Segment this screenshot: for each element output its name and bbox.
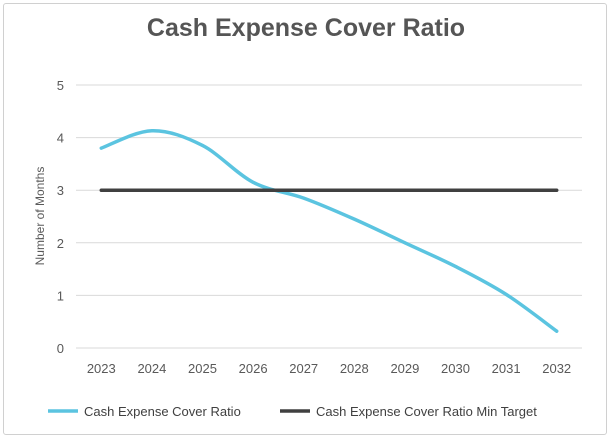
y-tick-label: 1 bbox=[57, 288, 64, 303]
chart-frame bbox=[3, 3, 607, 435]
x-tick-label: 2029 bbox=[390, 361, 419, 376]
data-point bbox=[99, 188, 103, 192]
data-point bbox=[150, 129, 154, 133]
series-line-0 bbox=[99, 129, 559, 333]
y-axis-label: Number of Months bbox=[33, 167, 47, 266]
x-tick-label: 2025 bbox=[188, 361, 217, 376]
data-point bbox=[150, 188, 154, 192]
x-tick-label: 2030 bbox=[441, 361, 470, 376]
x-tick-label: 2023 bbox=[87, 361, 116, 376]
y-tick-label: 2 bbox=[57, 236, 64, 251]
data-point bbox=[302, 188, 306, 192]
data-point bbox=[555, 329, 559, 333]
data-point bbox=[504, 292, 508, 296]
data-point bbox=[352, 217, 356, 221]
data-point bbox=[251, 188, 255, 192]
legend-label-0: Cash Expense Cover Ratio bbox=[84, 404, 241, 419]
x-tick-label: 2027 bbox=[289, 361, 318, 376]
y-tick-label: 5 bbox=[57, 78, 64, 93]
data-point bbox=[352, 188, 356, 192]
data-point bbox=[302, 196, 306, 200]
data-point bbox=[99, 146, 103, 150]
data-point bbox=[201, 188, 204, 192]
y-tick-label: 3 bbox=[57, 183, 64, 198]
x-tick-label: 2028 bbox=[340, 361, 369, 376]
chart-title: Cash Expense Cover Ratio bbox=[146, 14, 466, 42]
data-point bbox=[403, 241, 407, 245]
data-point bbox=[201, 143, 204, 147]
x-tick-label: 2024 bbox=[137, 361, 166, 376]
data-point bbox=[403, 188, 407, 192]
y-tick-label: 4 bbox=[57, 131, 64, 146]
data-point bbox=[454, 264, 457, 268]
y-tick-label: 0 bbox=[57, 341, 64, 356]
data-point bbox=[251, 180, 255, 184]
x-tick-label: 2026 bbox=[239, 361, 268, 376]
data-point bbox=[504, 188, 508, 192]
data-point bbox=[454, 188, 457, 192]
data-point bbox=[555, 188, 559, 192]
x-tick-label: 2032 bbox=[542, 361, 571, 376]
legend-label-1: Cash Expense Cover Ratio Min Target bbox=[316, 404, 537, 419]
x-tick-label: 2031 bbox=[492, 361, 521, 376]
